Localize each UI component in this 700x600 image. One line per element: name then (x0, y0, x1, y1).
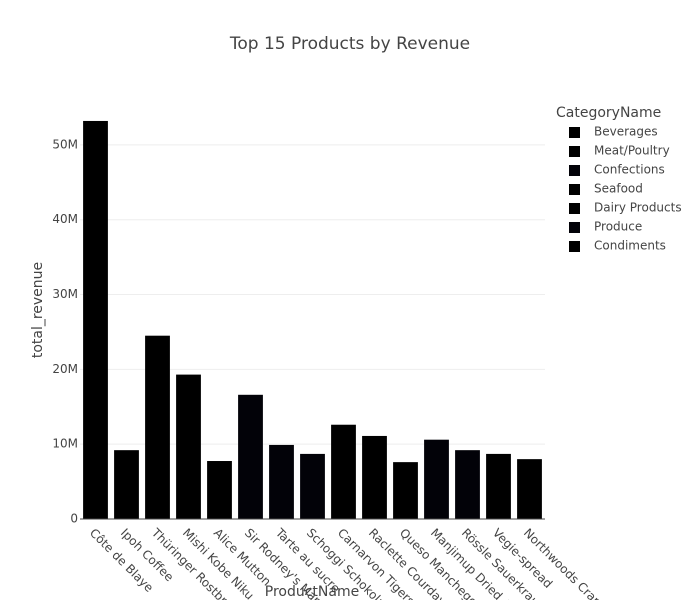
bar (269, 444, 294, 519)
bar (238, 394, 263, 519)
bar (486, 453, 511, 519)
y-axis-title: total_revenue (30, 262, 46, 358)
legend-swatch (569, 222, 580, 233)
legend-title: CategoryName (556, 105, 661, 121)
legend-swatch (569, 203, 580, 214)
legend-swatch (569, 184, 580, 195)
bar (424, 439, 449, 519)
legend-label: Meat/Poultry (594, 144, 670, 158)
bar (300, 453, 325, 519)
y-tick-label: 50M (52, 137, 78, 151)
legend-swatch (569, 165, 580, 176)
bar (362, 435, 387, 519)
legend-swatch (569, 127, 580, 138)
legend-swatch (569, 146, 580, 157)
y-tick-label: 30M (52, 287, 78, 301)
y-tick-label: 10M (52, 437, 78, 451)
y-tick-label: 0 (70, 512, 78, 526)
bar (331, 424, 356, 519)
bar (176, 374, 201, 519)
bar (145, 335, 170, 519)
legend-label: Produce (594, 220, 642, 234)
legend-label: Beverages (594, 125, 658, 139)
legend-swatch (569, 241, 580, 252)
bar (207, 461, 232, 519)
legend-label: Dairy Products (594, 201, 682, 215)
x-tick-label: Northwoods Cranberry Sauce (521, 526, 655, 600)
bar (83, 120, 108, 519)
y-tick-label: 20M (52, 362, 78, 376)
legend-label: Seafood (594, 182, 643, 196)
bar (455, 450, 480, 519)
chart-title: Top 15 Products by Revenue (229, 34, 470, 54)
bar (393, 462, 418, 519)
y-tick-label: 40M (52, 212, 78, 226)
legend-label: Confections (594, 163, 665, 177)
legend-label: Condiments (594, 239, 666, 253)
x-axis-title: ProductName (265, 584, 359, 600)
bar (517, 459, 542, 519)
bar (114, 450, 139, 519)
